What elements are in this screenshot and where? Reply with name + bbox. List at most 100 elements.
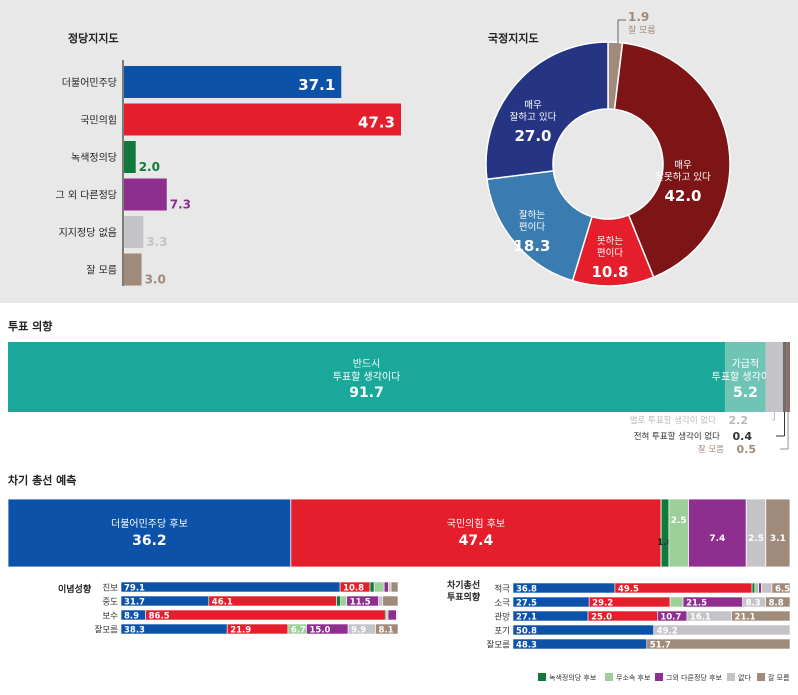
vote-intention-segment-label: 별로 투표할 생각이 없다 bbox=[630, 415, 716, 426]
ideology-value-label: 11.5 bbox=[350, 598, 371, 608]
ideology-value-label: 21.9 bbox=[230, 626, 251, 636]
ideology-segment bbox=[336, 595, 341, 607]
turnout-value-label: 27.5 bbox=[516, 599, 537, 609]
ideology-row-label: 중도 bbox=[102, 598, 118, 608]
forecast-segment bbox=[765, 498, 791, 568]
party-support-category-label: 지지정당 없음 bbox=[59, 226, 117, 239]
turnout-value-label: 8.8 bbox=[769, 599, 784, 609]
ideology-value-label: 31.7 bbox=[124, 598, 145, 608]
vote-intention-value-label: 5.2 bbox=[733, 385, 758, 401]
ideology-title: 이념성향 bbox=[58, 583, 92, 595]
party-support-bar bbox=[124, 66, 342, 98]
party-support-bar bbox=[124, 253, 142, 286]
turnout-value-label: 6.5 bbox=[775, 585, 790, 595]
vote-intention-value-label: 0.4 bbox=[733, 430, 753, 443]
party-support-category-label: 그 외 다른정당 bbox=[55, 190, 117, 202]
vote-intention-segment-label: 투표할 생각이다 bbox=[333, 371, 401, 383]
legend-swatch bbox=[757, 673, 765, 681]
forecast-value-label: 7.4 bbox=[709, 534, 725, 544]
party-support-category-label: 녹색정의당 bbox=[71, 152, 117, 164]
forecast-segment-label: 더불어민주당 후보 bbox=[111, 518, 188, 530]
turnout-segment bbox=[765, 596, 791, 608]
approval-slice-label: 매우 bbox=[674, 160, 692, 171]
ideology-value-label: 8.9 bbox=[124, 612, 139, 622]
approval-slice-label: 잘하고 있다 bbox=[510, 111, 557, 123]
turnout-segment bbox=[646, 638, 791, 650]
forecast-value-label: 1.0 bbox=[657, 538, 673, 548]
turnout-value-label: 50.8 bbox=[516, 627, 537, 637]
forecast-value-label: 36.2 bbox=[132, 533, 167, 549]
forecast-value-label: 2.5 bbox=[671, 516, 687, 526]
approval-slice-label: 편이다 bbox=[519, 221, 545, 233]
ideology-row-label: 잘모름 bbox=[95, 625, 119, 636]
forecast-value-label: 2.5 bbox=[748, 534, 764, 544]
vote-intention-segment bbox=[765, 342, 783, 412]
approval-value-label: 1.9 bbox=[628, 10, 649, 24]
turnout-value-label: 48.3 bbox=[516, 641, 537, 651]
forecast-value-label: 47.4 bbox=[459, 533, 494, 549]
turnout-title: 차기총선 bbox=[447, 579, 480, 591]
turnout-title: 투표의향 bbox=[447, 591, 481, 603]
approval-slice-label: 잘못하고 있다 bbox=[655, 171, 711, 183]
turnout-segment bbox=[669, 596, 684, 608]
party-support-bar bbox=[124, 103, 401, 136]
turnout-value-label: 36.8 bbox=[516, 585, 537, 595]
turnout-row-label: 관망 bbox=[494, 612, 510, 623]
legend-label: 잘 모름 bbox=[768, 674, 790, 682]
party-support-category-label: 잘 모름 bbox=[86, 265, 117, 277]
turnout-row-label: 잘모름 bbox=[487, 640, 511, 651]
ideology-value-label: 8.1 bbox=[379, 626, 394, 636]
vote-intention-title: 투표 의향 bbox=[8, 319, 52, 333]
ideology-value-label: 15.0 bbox=[309, 626, 330, 636]
forecast-segment bbox=[290, 498, 662, 568]
approval-value-label: 10.8 bbox=[591, 263, 628, 281]
forecast-title: 차기 총선 예측 bbox=[8, 473, 76, 487]
forecast-segment-label: 국민의힘 후보 bbox=[447, 518, 505, 530]
turnout-segment bbox=[771, 582, 791, 594]
legend-label: 없다 bbox=[738, 673, 751, 682]
party-support-title: 정당지지도 bbox=[68, 31, 119, 45]
legend-swatch bbox=[605, 673, 613, 681]
approval-slice bbox=[486, 170, 593, 282]
ideology-value-label: 6.7 bbox=[291, 626, 306, 636]
party-support-bar bbox=[124, 141, 136, 173]
ideology-value-label: 10.8 bbox=[343, 584, 364, 594]
vote-intention-value-label: 0.5 bbox=[737, 443, 757, 456]
approval-slice-label: 매우 bbox=[524, 100, 542, 111]
legend-swatch bbox=[538, 673, 546, 681]
turnout-value-label: 21.5 bbox=[686, 599, 707, 609]
ideology-segment bbox=[369, 581, 375, 593]
vote-intention-segment bbox=[786, 342, 790, 412]
turnout-value-label: 21.1 bbox=[735, 613, 756, 623]
ideology-segment bbox=[388, 581, 392, 593]
ideology-segment bbox=[382, 595, 399, 607]
ideology-value-label: 79.1 bbox=[124, 584, 145, 594]
vote-intention-value-label: 2.2 bbox=[729, 414, 749, 427]
ideology-segment bbox=[378, 595, 384, 607]
legend-label: 무소속 후보 bbox=[616, 674, 651, 682]
approval-value-label: 42.0 bbox=[664, 187, 701, 205]
vote-intention-segment bbox=[782, 342, 787, 412]
ideology-value-label: 9.9 bbox=[351, 626, 366, 636]
turnout-segment bbox=[751, 582, 756, 594]
vote-intention-segment-label: 반드시 bbox=[353, 358, 381, 370]
vote-intention-value-label: 91.7 bbox=[349, 385, 384, 401]
ideology-segment bbox=[120, 581, 341, 593]
party-support-value-label: 3.0 bbox=[145, 273, 166, 287]
ideology-segment bbox=[375, 623, 399, 635]
approval-value-label: 27.0 bbox=[514, 127, 551, 145]
party-support-category-label: 더불어민주당 bbox=[62, 77, 117, 89]
ideology-value-label: 86.5 bbox=[149, 612, 170, 622]
party-support-value-label: 7.3 bbox=[170, 198, 191, 212]
ideology-value-label: 46.1 bbox=[212, 598, 233, 608]
legend-swatch bbox=[655, 673, 663, 681]
approval-value-label: 18.3 bbox=[513, 237, 550, 255]
legend-label: 녹색정의당 후보 bbox=[549, 673, 597, 682]
party-support-value-label: 37.1 bbox=[298, 76, 335, 94]
forecast-segment bbox=[688, 498, 747, 568]
turnout-value-label: 16.1 bbox=[690, 613, 711, 623]
turnout-segment bbox=[761, 582, 773, 594]
turnout-value-label: 8.3 bbox=[746, 599, 761, 609]
approval-slice bbox=[485, 41, 609, 181]
